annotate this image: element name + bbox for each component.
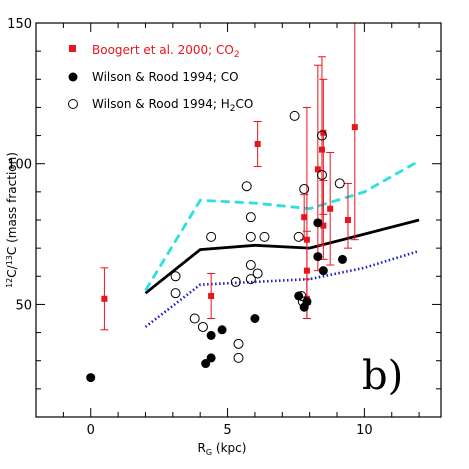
open-circle-point bbox=[197, 321, 208, 332]
filled-circle-point bbox=[313, 218, 323, 228]
filled-circle-point bbox=[206, 330, 216, 340]
red-square-point bbox=[318, 146, 325, 153]
panel-label: b) bbox=[362, 353, 403, 399]
filled-circle-point bbox=[313, 252, 323, 262]
open-circle-point bbox=[170, 288, 181, 299]
open-circle-point bbox=[293, 231, 304, 242]
y-axis-title: 12C/13C (mass fraction) bbox=[5, 152, 19, 288]
open-circle-point bbox=[252, 268, 263, 279]
red-square-point bbox=[344, 217, 351, 223]
open-circle-point bbox=[299, 184, 310, 195]
data-points-layer bbox=[86, 110, 358, 383]
red-square-point bbox=[327, 205, 334, 212]
open-circle-point bbox=[316, 130, 327, 141]
red-square-point bbox=[208, 292, 215, 299]
red-square-point bbox=[303, 236, 310, 243]
open-circle-point bbox=[206, 231, 217, 242]
red-square-point bbox=[320, 129, 327, 136]
red-square-point bbox=[301, 214, 308, 221]
open-circle-point bbox=[245, 274, 256, 285]
legend-label-co: Wilson & Rood 1994; CO bbox=[92, 70, 239, 84]
open-circle-point bbox=[230, 276, 241, 287]
red-square-point bbox=[314, 166, 321, 173]
red-square-point bbox=[101, 295, 108, 302]
open-circle-point bbox=[233, 352, 244, 363]
x-tick-label: 0 bbox=[87, 423, 95, 438]
legend-marker-open-circle bbox=[68, 99, 78, 109]
red-square-point bbox=[303, 267, 310, 274]
open-circle-point bbox=[245, 260, 256, 271]
open-circle-point bbox=[334, 178, 345, 189]
open-circle-point bbox=[259, 231, 270, 242]
filled-circle-point bbox=[318, 266, 328, 276]
filled-circle-point bbox=[201, 359, 211, 369]
x-tick-label: 5 bbox=[223, 423, 231, 438]
open-circle-point bbox=[189, 313, 200, 324]
y-tick-label: 150 bbox=[7, 17, 32, 32]
model-line-dashed bbox=[144, 159, 420, 292]
legend-label-boogert: Boogert et al. 2000; CO2 bbox=[92, 43, 240, 60]
open-circle-point bbox=[245, 212, 256, 223]
filled-circle-point bbox=[217, 325, 227, 335]
open-circle-point bbox=[296, 290, 307, 301]
red-square-point bbox=[320, 222, 327, 229]
error-bars-layer bbox=[100, 22, 359, 331]
model-line-dotted bbox=[144, 249, 420, 328]
model-lines-layer bbox=[144, 159, 420, 328]
open-circle-point bbox=[316, 169, 327, 180]
filled-circle-point bbox=[337, 254, 347, 264]
open-circle-point bbox=[297, 296, 308, 307]
filled-circle-point bbox=[294, 291, 304, 301]
y-tick-label: 50 bbox=[15, 298, 32, 313]
filled-circle-point bbox=[86, 373, 96, 383]
red-square-point bbox=[351, 124, 358, 131]
open-circle-point bbox=[233, 338, 244, 349]
x-axis-title: RG (kpc) bbox=[198, 441, 247, 457]
open-circle-point bbox=[289, 110, 300, 121]
open-circle-point bbox=[241, 181, 252, 192]
model-line-solid bbox=[144, 218, 420, 295]
open-circle-point bbox=[170, 271, 181, 282]
filled-circle-point bbox=[250, 314, 260, 323]
legend: Boogert et al. 2000; CO2 Wilson & Rood 1… bbox=[68, 43, 253, 114]
legend-marker-boogert bbox=[69, 45, 76, 52]
open-circle-point bbox=[245, 231, 256, 242]
y-tick-label: 100 bbox=[7, 158, 32, 173]
x-tick-label: 10 bbox=[356, 423, 373, 438]
axis-ticks-layer: 0 5 10 50 100 150 bbox=[7, 17, 441, 438]
filled-circle-point bbox=[206, 353, 216, 363]
red-square-point bbox=[254, 141, 261, 148]
legend-marker-filled-circle bbox=[68, 72, 78, 82]
legend-label-h2co: Wilson & Rood 1994; H2CO bbox=[92, 97, 253, 114]
